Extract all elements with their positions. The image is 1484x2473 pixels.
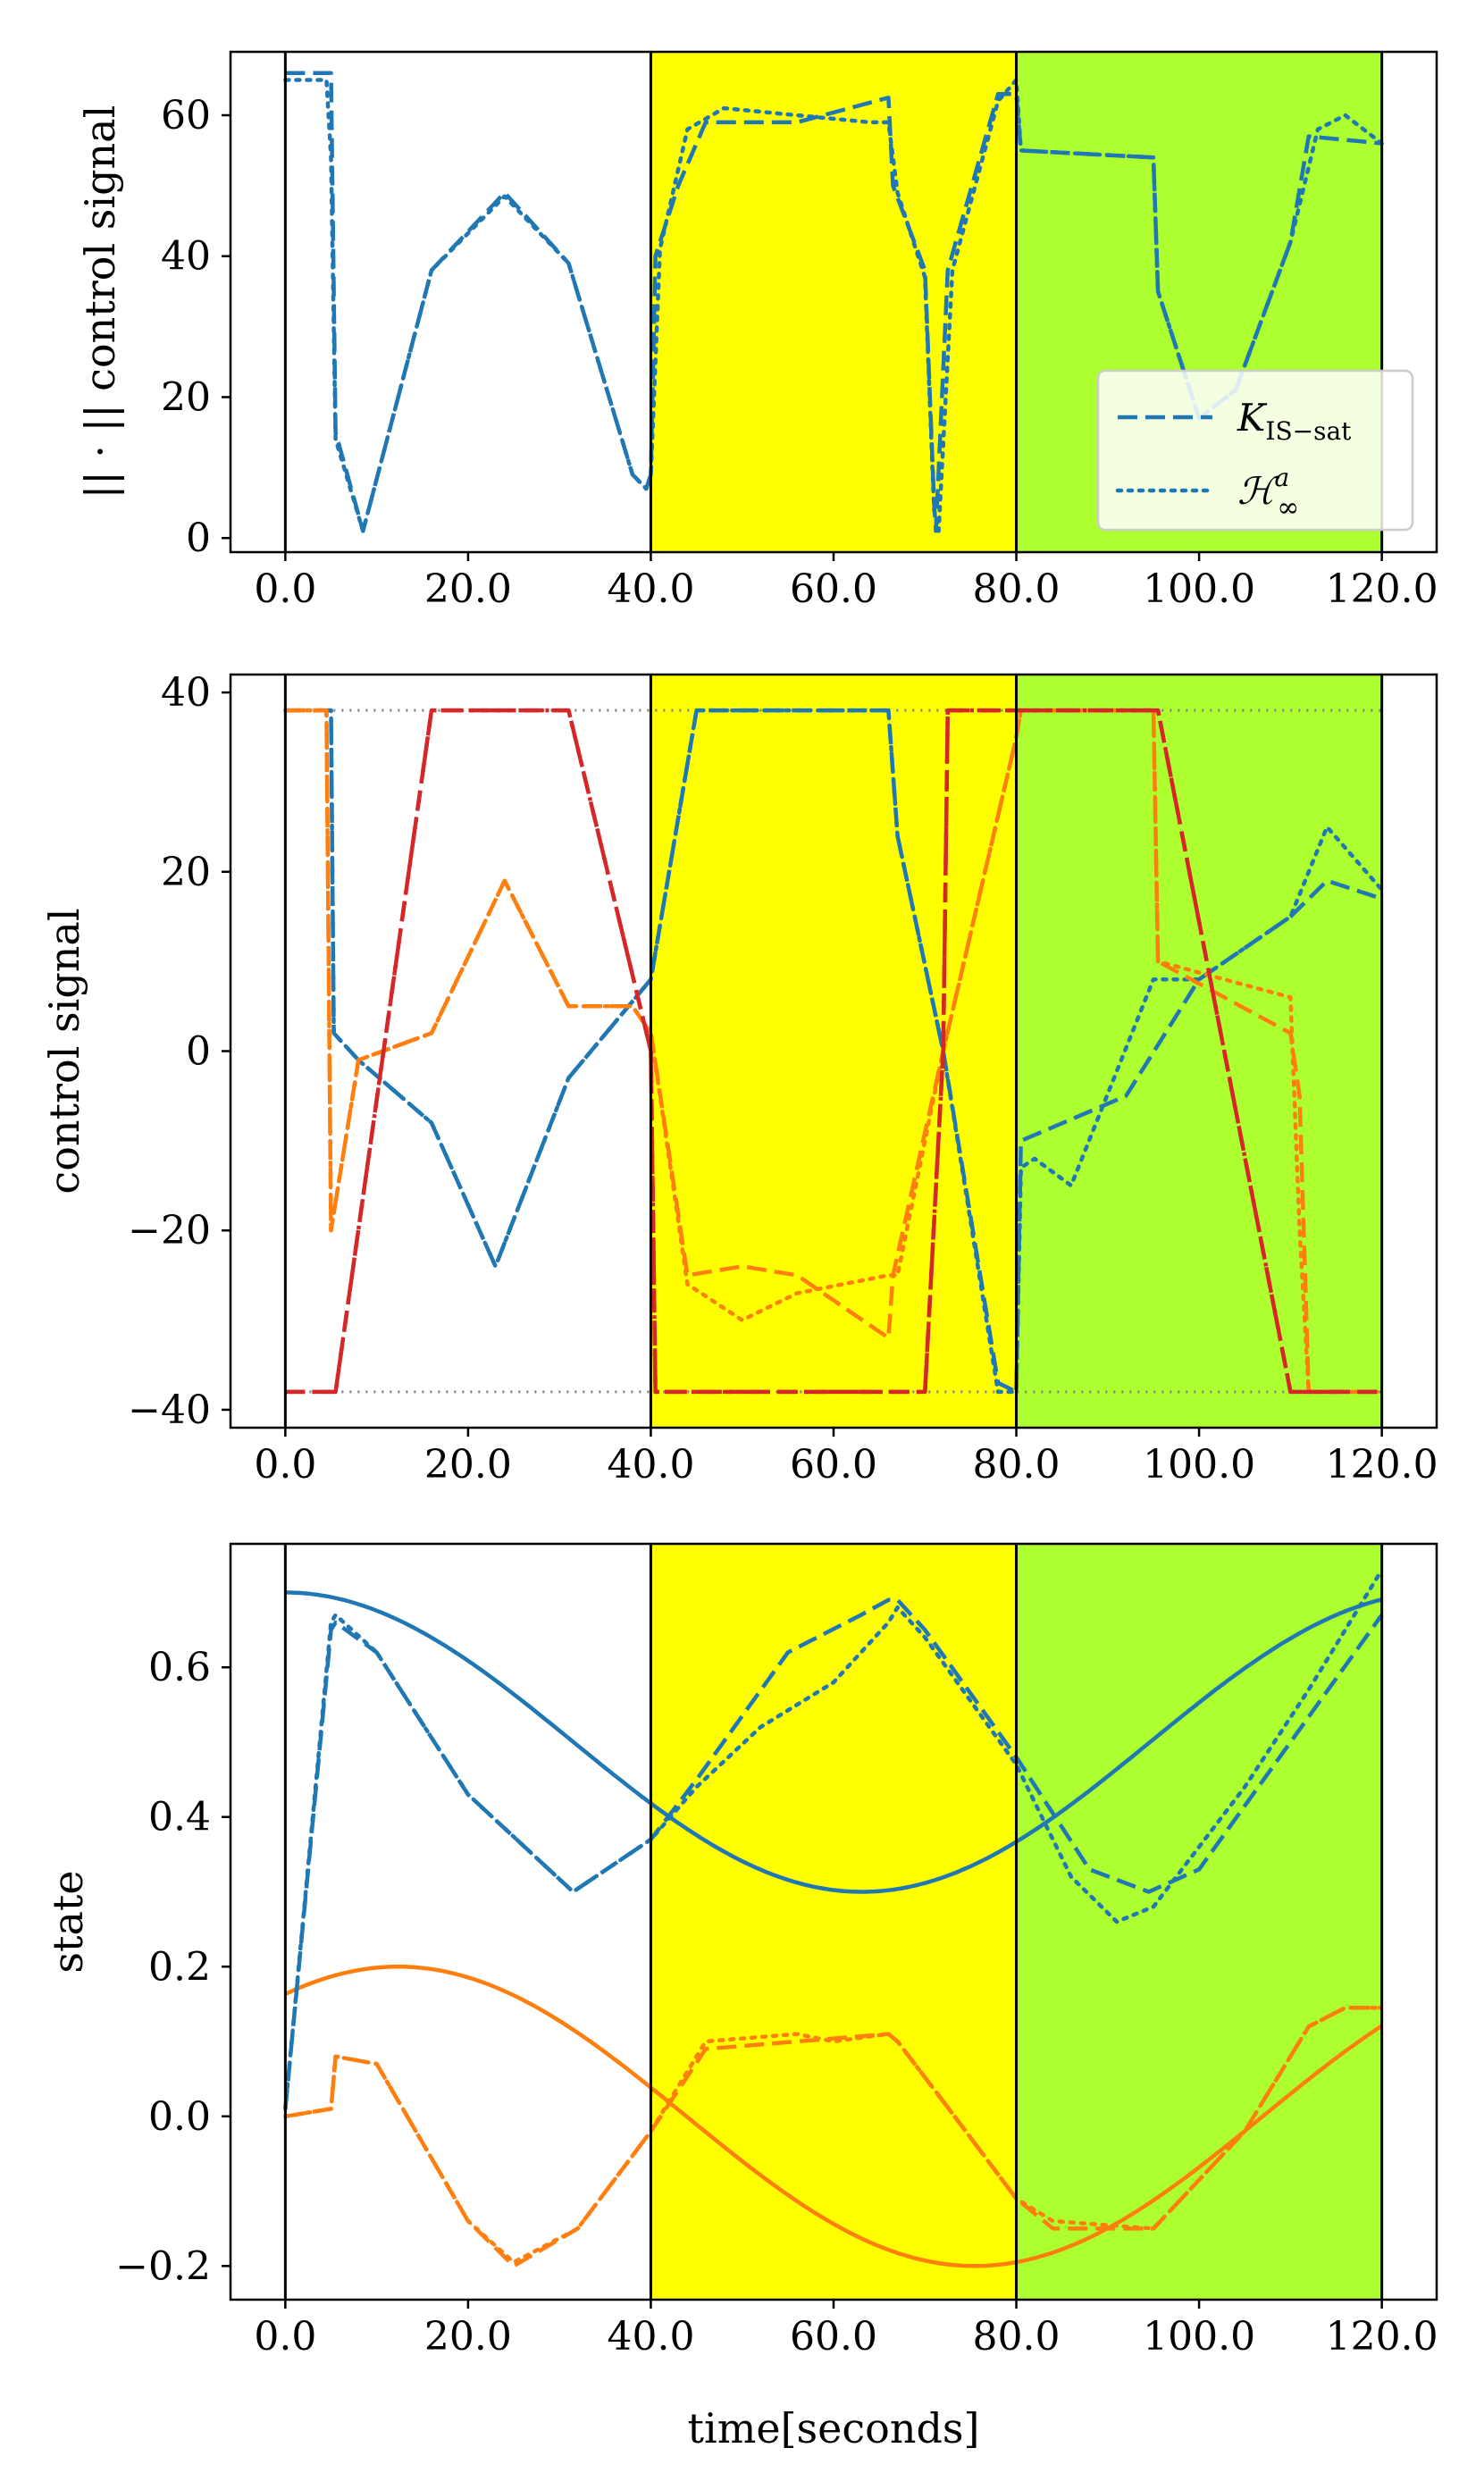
series-x1-k-is-sat xyxy=(283,1597,1384,2109)
series-x1-reference xyxy=(285,1590,1383,1894)
series-x2-h-inf-a xyxy=(283,2006,1384,2265)
series-u1-h-inf-a xyxy=(283,708,1384,1395)
x-tick-label: 60.0 xyxy=(790,1442,877,1488)
region-0 xyxy=(650,1544,1017,2300)
x-tick-label: 20.0 xyxy=(424,566,512,612)
series-u3-h-inf-a xyxy=(285,708,1382,1395)
y-tick-label: 0 xyxy=(186,1029,211,1075)
x-tick-label: 20.0 xyxy=(424,2314,512,2360)
y-tick-label: 0.0 xyxy=(148,2094,211,2140)
x-tick-label: 0.0 xyxy=(254,566,316,612)
x-tick-label: 120.0 xyxy=(1326,1442,1438,1488)
x-tick-label: 0.0 xyxy=(254,2314,316,2360)
x-tick-label: 80.0 xyxy=(973,2314,1061,2360)
y-axis-label: || · || control signal xyxy=(76,105,124,499)
y-tick-label: −20 xyxy=(128,1208,211,1253)
x-tick-label: 120.0 xyxy=(1326,566,1438,612)
region-0 xyxy=(650,52,1017,552)
x-tick-label: 0.0 xyxy=(254,1442,316,1488)
y-tick-label: 0.4 xyxy=(148,1795,211,1840)
y-axis-label: state xyxy=(44,1870,92,1973)
region-0 xyxy=(650,675,1017,1428)
y-tick-label: 20 xyxy=(161,850,211,895)
y-tick-label: 60 xyxy=(161,93,211,138)
panel-state: 0.0 20.0 40.0 60.0 80.0 100.0 120.0 −0.2 0.0 0.2 0… xyxy=(44,1542,1438,2360)
x-axis-label: time[seconds] xyxy=(688,2404,980,2452)
legend-label: ℋa ∞ xyxy=(1237,463,1299,524)
y-axis-label: control signal xyxy=(40,908,88,1194)
y-tick-label: 40 xyxy=(161,234,211,280)
x-tick-label: 80.0 xyxy=(973,1442,1061,1488)
x-tick-label: 100.0 xyxy=(1143,1442,1255,1488)
series-x1-h-inf-a xyxy=(283,1568,1384,2111)
x-tick-label: 40.0 xyxy=(607,1442,694,1488)
y-tick-label: −40 xyxy=(128,1387,211,1433)
y-tick-label: 40 xyxy=(161,670,211,716)
y-tick-label: 0.6 xyxy=(148,1645,211,1690)
series-u2-h-inf-a xyxy=(283,708,1384,1395)
x-tick-label: 60.0 xyxy=(790,566,877,612)
x-tick-label: 20.0 xyxy=(424,1442,512,1488)
panel-control-signal: 0.0 20.0 40.0 60.0 80.0 100.0 120.0 −40 −20 0 20 40… xyxy=(40,670,1438,1488)
x-tick-label: 40.0 xyxy=(607,566,694,612)
x-tick-label: 40.0 xyxy=(607,2314,694,2360)
y-tick-label: 20 xyxy=(161,374,211,420)
x-tick-label: 100.0 xyxy=(1143,566,1255,612)
y-tick-label: 0 xyxy=(186,516,211,561)
x-tick-label: 80.0 xyxy=(973,566,1061,612)
x-tick-label: 60.0 xyxy=(790,2314,877,2360)
panel-control-norm: 0.0 20.0 40.0 60.0 80.0 100.0 120.0 0 20 40 60 || ·… xyxy=(76,50,1438,612)
y-tick-label: 0.2 xyxy=(148,1944,211,1990)
region-1 xyxy=(1016,675,1382,1428)
x-tick-label: 120.0 xyxy=(1326,2314,1438,2360)
y-tick-label: −0.2 xyxy=(115,2243,211,2289)
legend-label: KIS−sat xyxy=(1237,396,1352,446)
legend: KIS−sat ℋa ∞ xyxy=(1096,369,1414,532)
series-x2-reference xyxy=(284,1965,1383,2268)
x-tick-label: 100.0 xyxy=(1143,2314,1255,2360)
